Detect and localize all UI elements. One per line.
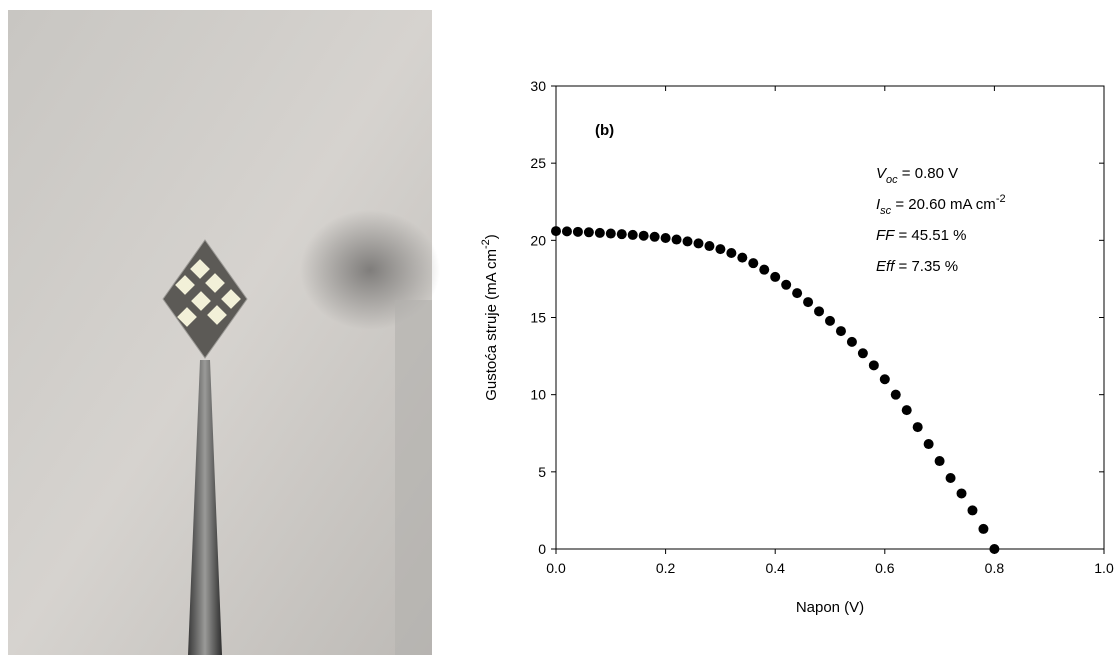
data-point (715, 244, 726, 255)
y-label-sup: -2 (480, 239, 492, 249)
x-tick-label: 1.0 (1094, 560, 1114, 576)
y-tick-label: 10 (530, 387, 546, 403)
data-point (583, 227, 594, 238)
annotation-sub: oc (886, 174, 898, 186)
x-tick-label: 0.4 (765, 560, 785, 576)
data-point (748, 258, 759, 269)
annotation-sub: sc (880, 205, 892, 217)
y-label-tail: ) (483, 234, 500, 239)
annotation: Eff = 7.35 % (876, 258, 958, 275)
chart: Napon (V) (b) (555, 85, 1105, 616)
x-tick-label: 0.0 (546, 560, 566, 576)
annotation: Isc = 20.60 mA cm-2 (876, 193, 1006, 217)
data-point (649, 231, 660, 242)
annotation-symbol: Eff (876, 258, 896, 275)
data-point (814, 306, 825, 317)
data-point (638, 230, 649, 241)
data-point (792, 288, 803, 299)
data-point (759, 264, 770, 275)
data-point (781, 279, 792, 290)
data-point (989, 544, 1000, 554)
annotation-text: = 7.35 % (894, 258, 958, 275)
data-point (551, 226, 561, 237)
annotation-text: = 20.60 mA cm (891, 196, 996, 213)
y-tick-label: 0 (538, 541, 546, 557)
data-point (857, 348, 868, 359)
data-point (956, 488, 967, 499)
x-tick-label: 0.2 (656, 560, 676, 576)
data-point (825, 315, 835, 326)
photo (8, 10, 440, 655)
panel-label: (b) (595, 122, 614, 139)
data-point (682, 236, 693, 247)
data-point (890, 389, 901, 400)
y-axis-label: Gustoća struje (mA cm-2) (480, 234, 500, 401)
data-point (967, 505, 978, 516)
data-point (879, 374, 890, 385)
data-point (627, 229, 638, 240)
data-point (704, 241, 715, 252)
data-point (660, 233, 671, 244)
y-tick-label: 15 (530, 310, 546, 326)
y-tick-label: 30 (530, 78, 546, 94)
data-point (671, 234, 682, 245)
annotation-sup: -2 (996, 193, 1006, 205)
annotation: Voc = 0.80 V (876, 165, 958, 186)
y-tick-label: 25 (530, 155, 546, 171)
y-label-text: Gustoća struje (mA cm (483, 249, 500, 401)
y-tick-label: 20 (530, 232, 546, 248)
data-point (846, 336, 857, 347)
annotation-text: = 45.51 % (894, 227, 966, 244)
data-point (901, 405, 912, 416)
data-point (835, 326, 846, 337)
annotation-symbol: V (876, 165, 888, 182)
data-point (945, 473, 956, 484)
x-tick-label: 0.8 (985, 560, 1005, 576)
data-point (923, 439, 934, 450)
data-point (770, 271, 781, 282)
data-point (912, 422, 923, 433)
annotation-symbol: FF (876, 227, 895, 244)
x-axis-label: Napon (V) (796, 599, 864, 616)
data-point (561, 226, 572, 237)
data-point (978, 523, 989, 534)
annotation-text: = 0.80 V (898, 165, 958, 182)
x-tick-label: 0.6 (875, 560, 895, 576)
annotation: FF = 45.51 % (876, 227, 966, 244)
y-tick-label: 5 (538, 464, 546, 480)
data-point (605, 228, 616, 239)
annotation-symbol: I (876, 196, 880, 213)
data-point (693, 238, 704, 249)
data-point (594, 227, 605, 238)
data-point (737, 252, 748, 263)
data-point (616, 229, 627, 240)
data-point (803, 297, 814, 308)
data-point (934, 456, 945, 467)
data-point (868, 360, 879, 371)
data-point (726, 247, 737, 258)
data-point (572, 226, 583, 237)
